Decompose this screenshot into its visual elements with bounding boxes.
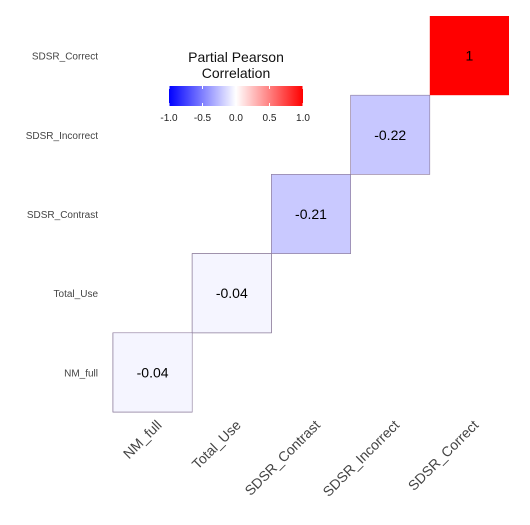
legend-tick-label: -0.5 <box>194 113 212 124</box>
heatmap-cell-SDSR_Correct-NM_full <box>112 332 193 413</box>
x-tick-label: Total_Use <box>189 417 244 472</box>
x-tick-label: SDSR_Contrast <box>241 417 323 499</box>
heatmap-cell-SDSR_Correct-SDSR_Correct <box>429 16 509 96</box>
x-axis-tick-labels: NM_full Total_UseSDSR_ContrastSDSR_Incorr… <box>120 417 482 500</box>
y-tick-label: SDSR_Correct <box>32 52 98 63</box>
cell-value-label: -0.22 <box>374 127 406 143</box>
legend-colorbar <box>169 86 303 106</box>
heatmap-cells: 1-0.381-0.010.051-0.04-0.090.241-0.04-0.… <box>112 16 509 413</box>
legend-tick-label: -1.0 <box>160 113 178 124</box>
cell-value-label: -0.04 <box>216 285 248 301</box>
legend-tick-label: 1.0 <box>296 113 310 124</box>
legend-title-line1: Partial Pearson <box>188 49 284 65</box>
legend-tick-label: 0.5 <box>263 113 277 124</box>
cell-value-label: 1 <box>466 48 474 64</box>
heatmap-cell-SDSR_Correct-Total_Use <box>191 253 272 334</box>
y-tick-label: NM_full <box>64 368 98 379</box>
cell-value-label: -0.04 <box>137 364 169 380</box>
cell-value-label: -0.21 <box>295 206 327 222</box>
legend-tick-label: 0.0 <box>229 113 243 124</box>
y-tick-label: SDSR_Incorrect <box>26 131 98 142</box>
color-legend: Partial Pearson Correlation -1.0 -0.5 0.0 0… <box>160 49 310 124</box>
heatmap-cell-SDSR_Correct-SDSR_Contrast <box>271 174 351 254</box>
x-tick-label: SDSR_Correct <box>405 417 482 494</box>
heatmap-cell-SDSR_Correct-SDSR_Incorrect <box>350 94 431 175</box>
legend-title-line2: Correlation <box>202 65 270 81</box>
y-tick-label: Total_Use <box>54 289 99 300</box>
y-tick-label: SDSR_Contrast <box>27 210 98 221</box>
x-tick-label: NM_full <box>120 417 165 462</box>
x-tick-label: SDSR_Incorrect <box>319 417 402 500</box>
y-axis-tick-labels: NM_full Total_Use SDSR_Contrast SDSR_Incorr… <box>26 52 99 380</box>
